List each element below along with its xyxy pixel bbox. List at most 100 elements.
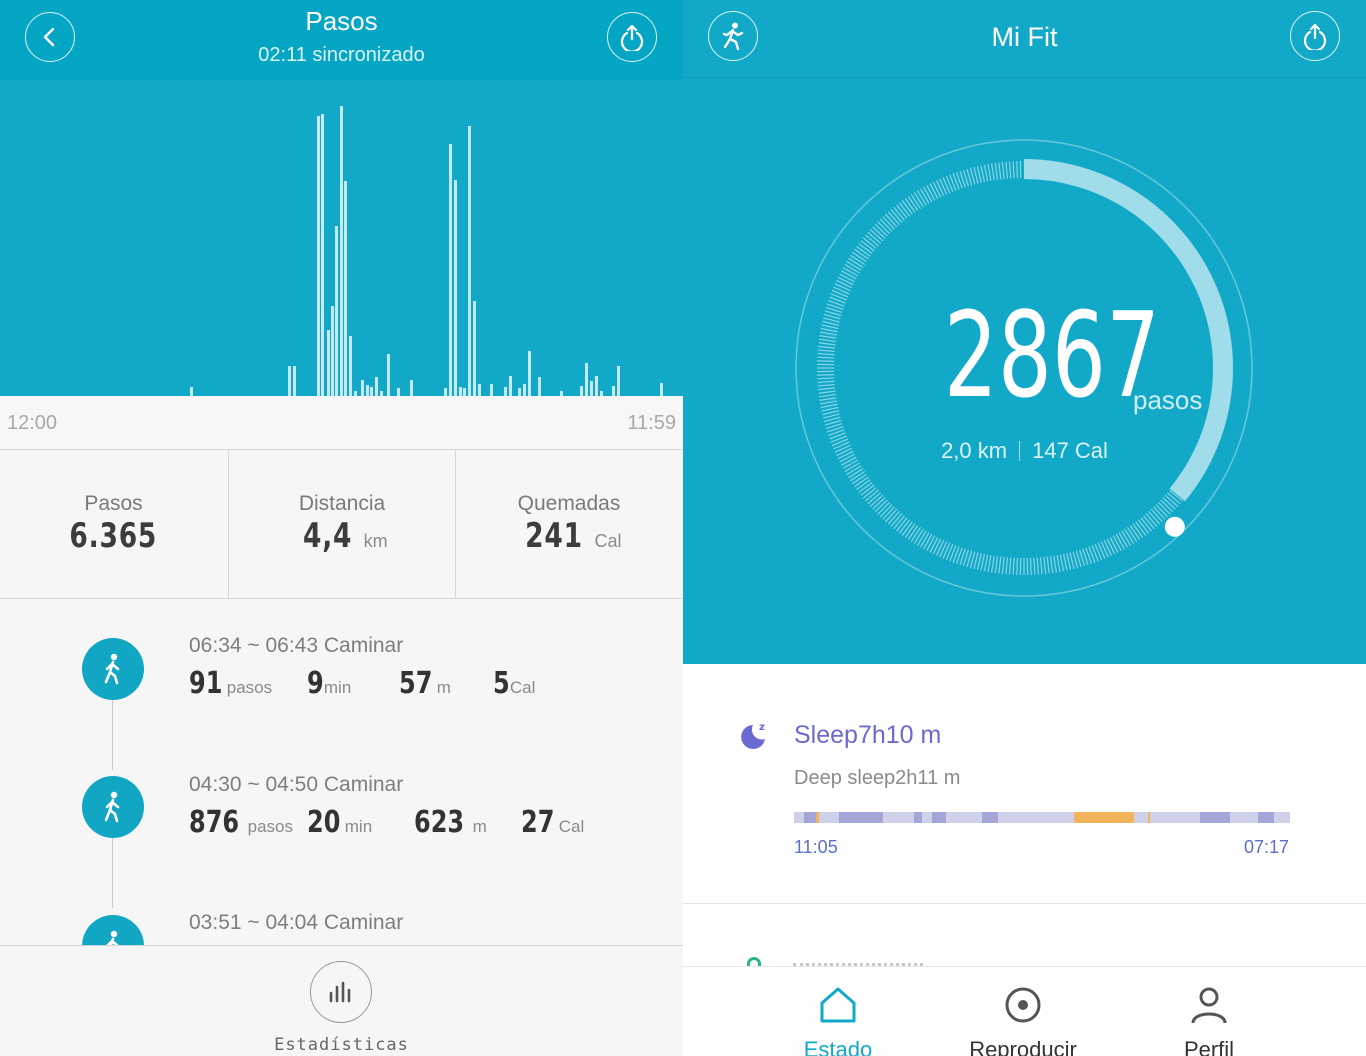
steps-bar bbox=[660, 383, 663, 396]
nav-perfil-label: Perfil bbox=[1183, 1037, 1235, 1056]
statistics-button[interactable] bbox=[310, 961, 372, 1023]
activity-list[interactable]: 06:34 ~ 06:43 Caminar 91 pasos 9min 57 m 5… bbox=[0, 600, 683, 945]
axis-end-label: 11:59 bbox=[627, 412, 676, 434]
sleep-segment bbox=[816, 812, 819, 823]
steps-bar bbox=[340, 106, 343, 396]
steps-panel[interactable]: Mi Fit 2867 pasos 2,0 km 147 Cal bbox=[683, 0, 1366, 664]
steps-unit: pasos bbox=[1133, 385, 1203, 415]
activity-calories: 27 bbox=[521, 805, 555, 840]
steps-bar bbox=[397, 388, 400, 396]
running-icon bbox=[722, 22, 744, 51]
summary-calories-value: 241 bbox=[524, 516, 583, 556]
sleep-segment bbox=[1200, 812, 1230, 823]
stats-footer: Estadísticas bbox=[0, 945, 683, 1056]
deep-sleep-title: Deep sleep2h11 m bbox=[794, 767, 961, 789]
steps-bar bbox=[478, 384, 481, 396]
steps-subinfo: 2,0 km 147 Cal bbox=[683, 438, 1366, 464]
steps-bar bbox=[459, 387, 462, 396]
summary-distance-value: 4,4 bbox=[303, 516, 353, 556]
activity-minutes: 20 bbox=[307, 805, 341, 840]
summary-distance-unit: km bbox=[363, 531, 388, 551]
activity-title[interactable]: 06:34 ~ 06:43 Caminar bbox=[189, 634, 404, 657]
steps-bar bbox=[288, 366, 291, 396]
steps-bar bbox=[370, 387, 373, 396]
nav-estado[interactable]: Estado bbox=[738, 967, 938, 1056]
axis-start-label: 12:00 bbox=[7, 412, 58, 434]
steps-bar bbox=[449, 144, 452, 396]
mifit-header: Mi Fit bbox=[683, 0, 1366, 78]
activity-title[interactable]: 03:51 ~ 04:04 Caminar bbox=[189, 911, 404, 934]
share-button[interactable] bbox=[607, 12, 657, 62]
statistics-label: Estadísticas bbox=[274, 1035, 409, 1055]
steps-bar bbox=[349, 336, 352, 396]
steps-summary: Pasos 6.365 Distancia 4,4 km Quemadas 241… bbox=[0, 450, 683, 599]
steps-bar bbox=[454, 180, 457, 396]
steps-bar bbox=[468, 126, 471, 396]
next-card-peek[interactable] bbox=[683, 905, 1366, 967]
steps-bar bbox=[490, 384, 493, 396]
steps-bar bbox=[321, 114, 324, 396]
steps-bar bbox=[600, 391, 603, 396]
steps-bar bbox=[595, 376, 598, 396]
sleep-segment bbox=[1258, 812, 1274, 823]
steps-distance: 2,0 km bbox=[941, 438, 1008, 463]
mifit-home-screen: Mi Fit 2867 pasos 2,0 km 147 Cal z Sleep7… bbox=[683, 0, 1366, 1056]
steps-header: Pasos 02:11 sincronizado bbox=[0, 0, 683, 80]
steps-bar bbox=[331, 306, 334, 396]
summary-steps: Pasos 6.365 bbox=[0, 450, 227, 598]
activity-meters: 623 bbox=[414, 805, 465, 840]
walking-icon[interactable] bbox=[82, 776, 144, 838]
steps-bar bbox=[523, 384, 526, 396]
summary-calories: Quemadas 241 Cal bbox=[455, 450, 682, 598]
steps-bar bbox=[190, 387, 193, 396]
progress-arc bbox=[1023, 159, 1233, 502]
workout-button[interactable] bbox=[708, 11, 758, 61]
sync-status: 02:11 sincronizado bbox=[258, 44, 425, 66]
summary-steps-value: 6.365 bbox=[69, 516, 158, 556]
timeline-connector bbox=[112, 700, 113, 770]
nav-perfil[interactable]: Perfil bbox=[1109, 967, 1309, 1056]
walking-icon[interactable] bbox=[82, 915, 144, 945]
activity-steps: 91 bbox=[189, 666, 223, 701]
steps-count: 2867 bbox=[943, 286, 1161, 424]
steps-bar bbox=[560, 391, 563, 396]
steps-chart[interactable] bbox=[0, 80, 683, 396]
steps-bar bbox=[518, 388, 521, 396]
outer-ring bbox=[795, 139, 1253, 597]
progress-ring-graphic bbox=[795, 139, 1253, 597]
sleep-end-time: 07:17 bbox=[1244, 837, 1290, 857]
nav-reproducir[interactable]: Reproducir bbox=[923, 967, 1123, 1056]
bar-chart-icon bbox=[329, 981, 351, 1003]
back-button[interactable] bbox=[25, 12, 75, 62]
activity-title[interactable]: 04:30 ~ 04:50 Caminar bbox=[189, 773, 404, 796]
person-icon bbox=[1191, 987, 1227, 1024]
steps-bar bbox=[617, 366, 620, 396]
sleep-card[interactable]: z Sleep7h10 m Deep sleep2h11 m 11:05 07:… bbox=[683, 664, 1366, 904]
steps-detail-screen: Pasos 02:11 sincronizado 12:00 11:59 Pas… bbox=[0, 0, 683, 1056]
sleep-segment bbox=[839, 812, 883, 823]
summary-distance: Distancia 4,4 km bbox=[228, 450, 455, 598]
steps-bar bbox=[504, 387, 507, 396]
steps-bar bbox=[354, 391, 357, 396]
walking-icon[interactable] bbox=[82, 638, 144, 700]
activity-minutes: 9 bbox=[307, 666, 324, 701]
upload-icon bbox=[620, 24, 644, 51]
activity-steps: 876 bbox=[189, 805, 240, 840]
steps-bar bbox=[528, 351, 531, 396]
steps-bar bbox=[380, 391, 383, 396]
steps-bar bbox=[463, 388, 466, 396]
progress-dot bbox=[1164, 516, 1185, 537]
timeline-connector bbox=[112, 838, 113, 908]
sleep-segment bbox=[1148, 812, 1150, 823]
sleep-timeline-bar bbox=[794, 812, 1290, 823]
upload-icon bbox=[1303, 23, 1327, 50]
svg-text:z: z bbox=[759, 722, 765, 733]
share-button[interactable] bbox=[1290, 11, 1340, 61]
steps-bar bbox=[387, 354, 390, 396]
steps-bar bbox=[444, 388, 447, 396]
record-icon bbox=[1005, 987, 1041, 1023]
sleep-start-time: 11:05 bbox=[794, 837, 838, 857]
nav-reproducir-label: Reproducir bbox=[969, 1037, 1077, 1056]
steps-bar bbox=[612, 386, 615, 396]
next-card-title bbox=[793, 963, 923, 967]
